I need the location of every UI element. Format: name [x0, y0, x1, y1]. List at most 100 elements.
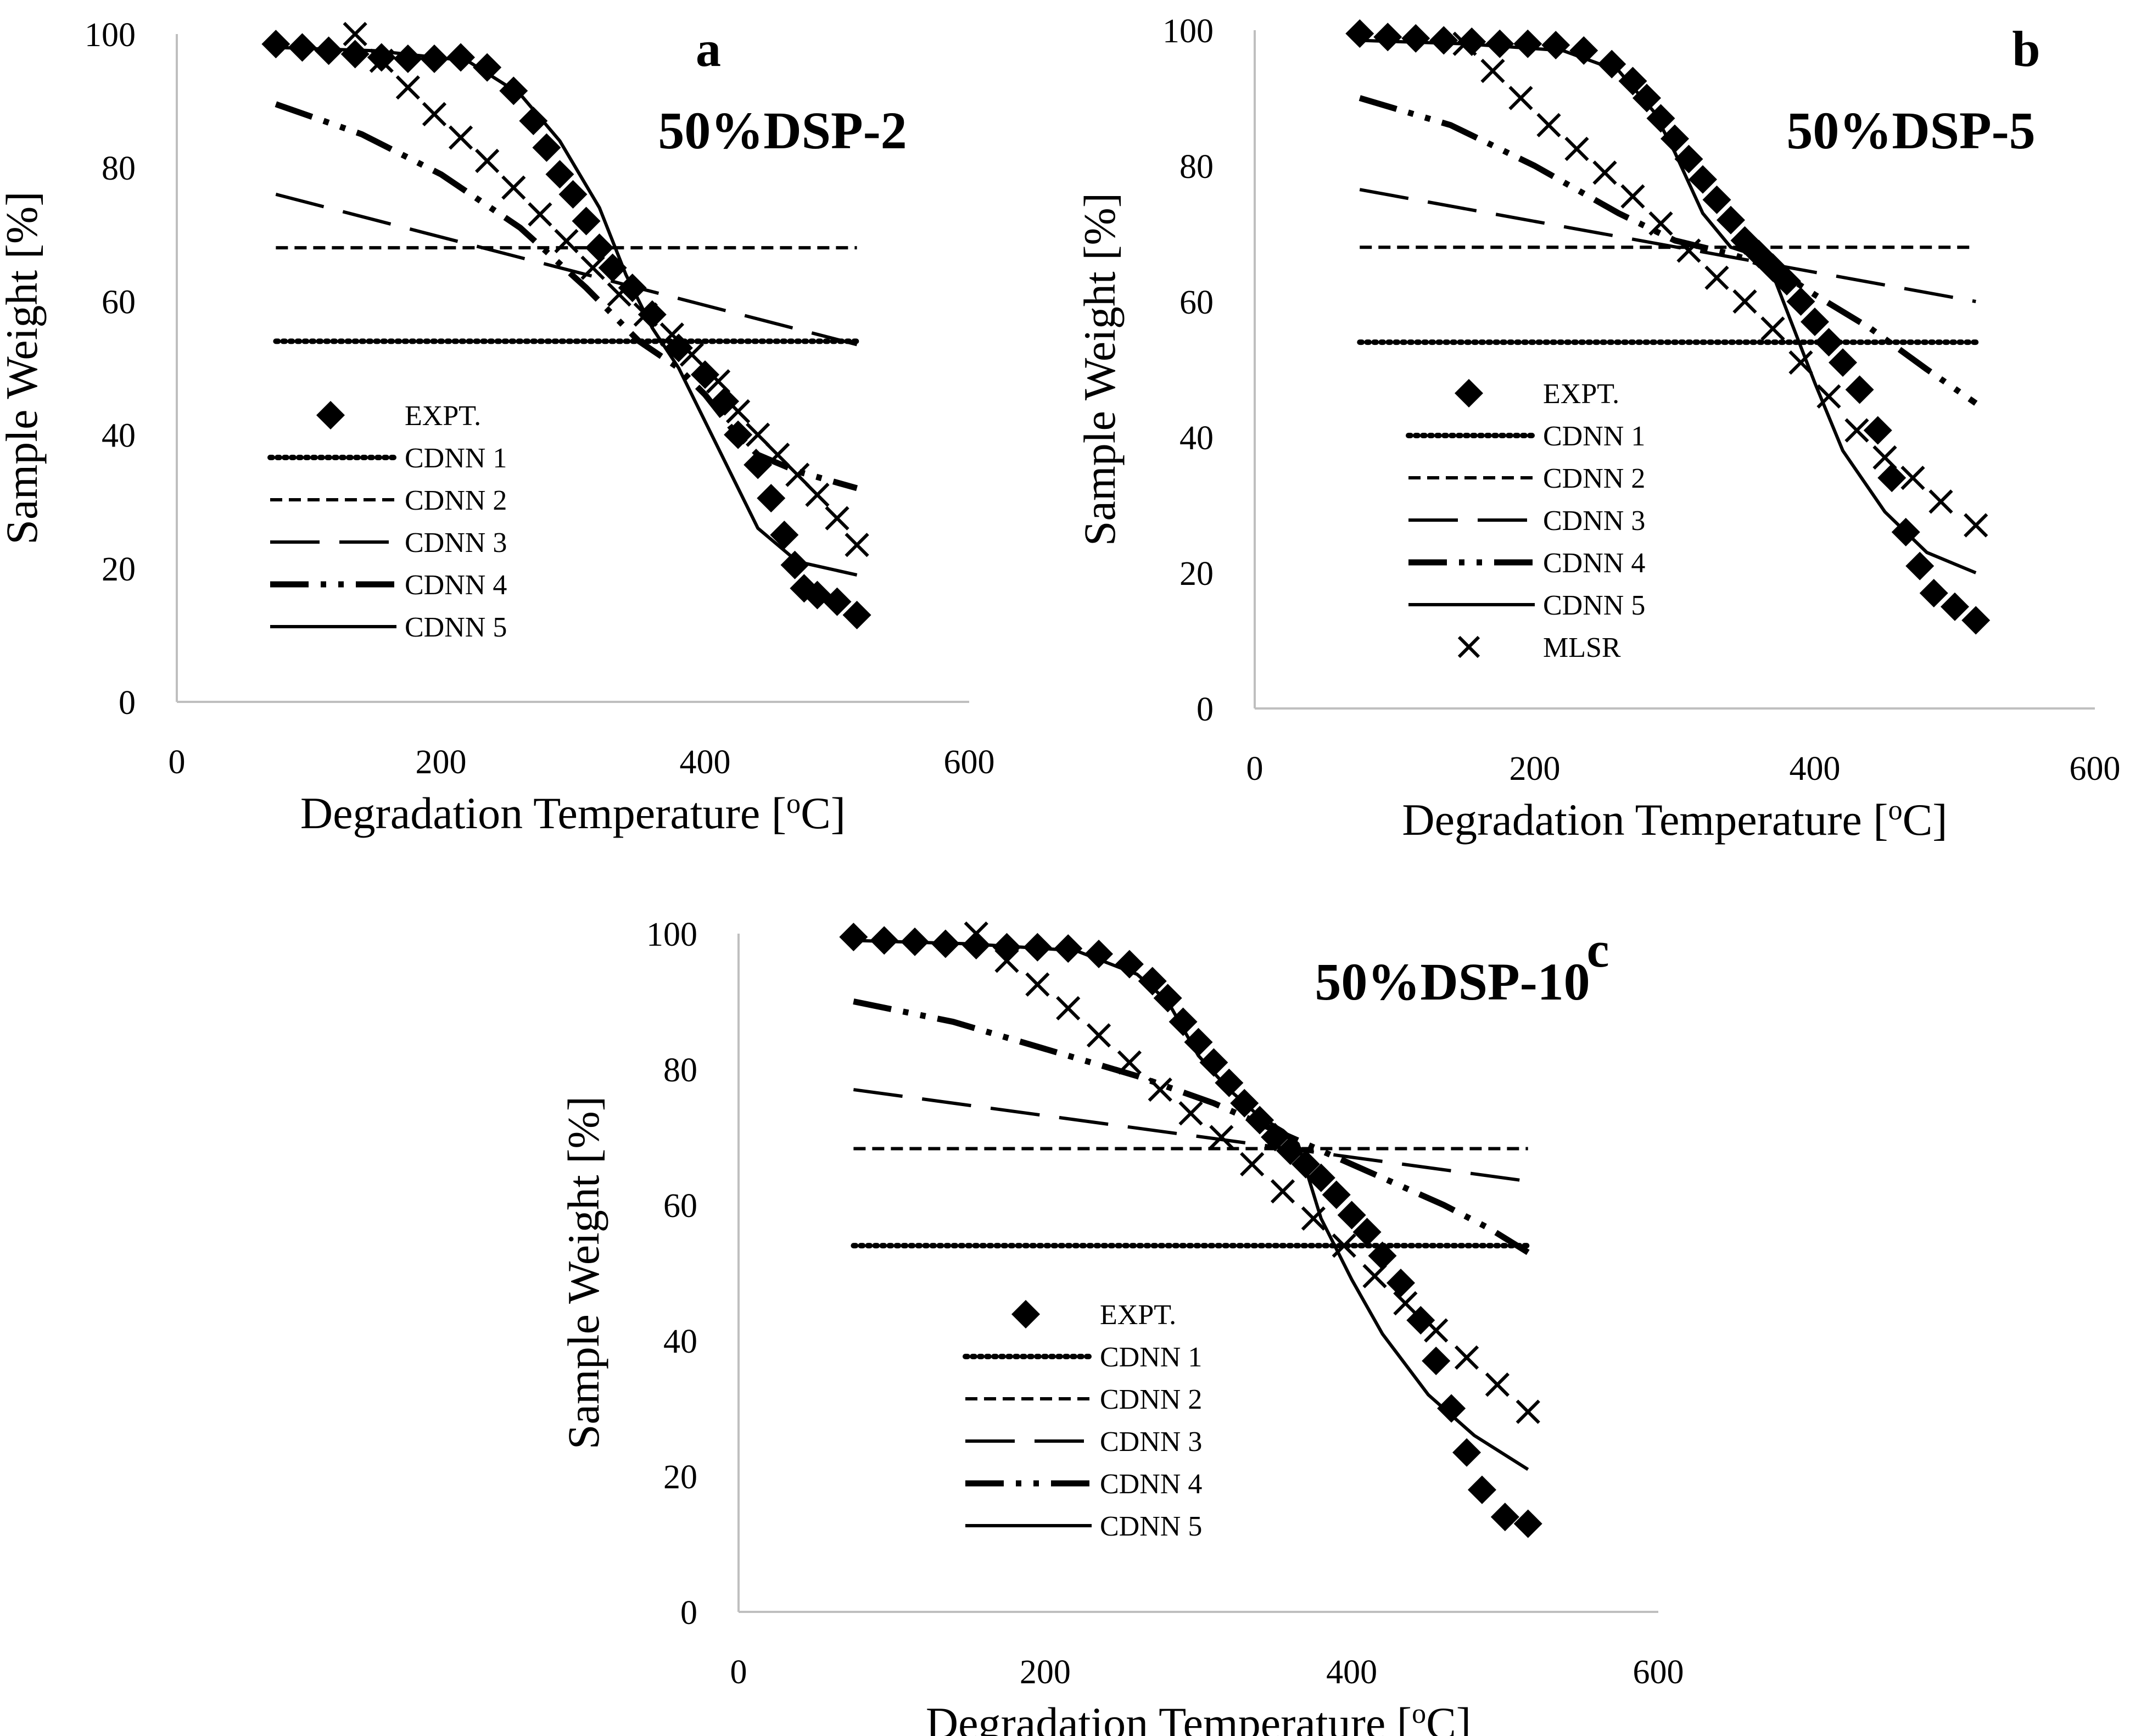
mlsr-point: [1480, 58, 1505, 83]
mlsr-point-stroke-2: [1844, 418, 1869, 443]
mlsr-point: [1964, 513, 1988, 538]
y-tick-label: 60: [663, 1187, 697, 1225]
mlsr-point: [1056, 996, 1081, 1020]
expt-point: [1457, 27, 1486, 56]
legend: EXPT. CDNN 1 CDNN 2 CDNN 3 CDNN 4 CDNN 5 MLSR: [1406, 378, 1645, 663]
mlsr-point-stroke-2: [554, 228, 579, 254]
mlsr-point: [1508, 86, 1533, 110]
mlsr-point-stroke-2: [422, 102, 447, 127]
mlsr-point-stroke-2: [1928, 489, 1953, 514]
legend-item-expt: EXPT.: [316, 400, 481, 432]
x-axis-title-unit: C]: [801, 788, 846, 838]
mlsr-point-stroke-2: [726, 399, 751, 424]
expt-point: [393, 44, 422, 73]
expt-point: [1618, 66, 1647, 96]
expt-point: [367, 43, 396, 72]
expt-point: [532, 133, 561, 162]
expt-point: [691, 360, 719, 389]
series-cdnn-5-line: [853, 939, 1529, 1471]
expt-point: [1153, 984, 1182, 1013]
legend-item-cdnn-5: CDNN 5: [1408, 590, 1645, 621]
expt-point: [261, 30, 290, 59]
expt-point: [1345, 19, 1374, 48]
legend-item-cdnn-2: CDNN 2: [965, 1384, 1202, 1415]
legend-item-cdnn-4: CDNN 4: [270, 570, 507, 601]
panel-label: c: [1587, 922, 1609, 978]
mlsr-point-stroke-2: [1424, 1318, 1449, 1343]
y-axis-title: Sample Weight [%]: [1075, 193, 1125, 546]
mlsr-point: [1592, 160, 1617, 185]
mlsr-point: [1485, 1372, 1510, 1397]
series-mlsr: [343, 21, 869, 557]
expt-point: [1919, 579, 1948, 608]
legend-item-cdnn-5: CDNN 5: [965, 1511, 1202, 1542]
series-cdnn-5-line: [1360, 38, 1977, 574]
x-tick-label: 200: [1020, 1654, 1071, 1691]
mlsr-point: [1620, 184, 1645, 209]
mlsr-point: [1454, 1345, 1479, 1370]
x-tick-label: 600: [944, 744, 995, 781]
mlsr-point-stroke-2: [964, 921, 988, 946]
mlsr-point: [343, 21, 367, 47]
expt-point: [1961, 606, 1991, 635]
mlsr-point-stroke-2: [1025, 972, 1050, 997]
series-cdnn-4-line: [275, 101, 858, 492]
expt-point: [1485, 29, 1514, 58]
legend-swatch-stroke-2: [1457, 635, 1480, 658]
mlsr-point: [475, 148, 500, 174]
mlsr-point: [1760, 316, 1785, 341]
mlsr-point-stroke-2: [395, 75, 420, 100]
mlsr-point: [659, 322, 684, 347]
mlsr-point-stroke-2: [1148, 1077, 1172, 1102]
mlsr-point: [1332, 1233, 1356, 1258]
mlsr-point: [395, 75, 420, 100]
mlsr-point-stroke-2: [765, 442, 790, 467]
mlsr-point-stroke-2: [1178, 1101, 1203, 1126]
expt-point: [1467, 1475, 1496, 1504]
legend: EXPT. CDNN 1 CDNN 2 CDNN 3 CDNN 4 CDNN 5: [267, 400, 507, 643]
mlsr-point-stroke-2: [1516, 1399, 1540, 1424]
y-tick-label: 100: [85, 16, 136, 54]
expt-point: [1429, 26, 1458, 55]
chart-title: 50%DSP-10: [1315, 952, 1590, 1011]
chart-title: 50%DSP-5: [1786, 101, 2035, 160]
mlsr-point-stroke-2: [475, 148, 500, 174]
x-tick-label: 600: [1633, 1654, 1684, 1691]
mlsr-point-stroke-2: [1676, 238, 1701, 263]
legend-label: CDNN 1: [1100, 1342, 1202, 1373]
mlsr-point: [1240, 1152, 1265, 1177]
x-axis-title-superscript: o: [1412, 1698, 1426, 1729]
x-tick-label: 400: [1790, 750, 1841, 788]
y-tick-label: 60: [102, 283, 136, 321]
expt-point: [770, 521, 799, 549]
legend-item-cdnn-1: CDNN 1: [963, 1342, 1202, 1373]
mlsr-point-stroke-2: [1480, 58, 1505, 83]
mlsr-point: [1148, 1077, 1172, 1102]
legend-label: CDNN 3: [1543, 505, 1645, 537]
y-tick-label: 100: [646, 916, 697, 953]
mlsr-point-stroke-2: [580, 255, 605, 280]
mlsr-point-stroke-2: [679, 342, 705, 367]
mlsr-point-stroke-2: [1362, 1264, 1387, 1288]
mlsr-point-stroke-2: [706, 369, 731, 394]
expt-point: [1138, 967, 1167, 996]
mlsr-point: [1393, 1291, 1418, 1316]
mlsr-point-stroke-2: [1816, 384, 1841, 409]
legend-item-mlsr: MLSR: [1457, 632, 1621, 663]
y-tick-label: 100: [1162, 13, 1214, 50]
series-mlsr: [1452, 31, 1988, 538]
mlsr-point: [607, 282, 631, 307]
mlsr-point: [1816, 384, 1841, 409]
expt-point: [1786, 287, 1815, 316]
mlsr-point: [1025, 972, 1050, 997]
expt-point: [340, 40, 370, 69]
mlsr-point: [1424, 1318, 1449, 1343]
expt-point: [1863, 416, 1892, 445]
legend-item-cdnn-5: CDNN 5: [270, 612, 507, 643]
expt-point: [1306, 1163, 1335, 1192]
y-tick-label: 80: [1179, 148, 1214, 186]
legend-item-cdnn-3: CDNN 3: [965, 1426, 1202, 1458]
expt-point: [1322, 1180, 1351, 1209]
legend-swatch: [316, 401, 345, 429]
